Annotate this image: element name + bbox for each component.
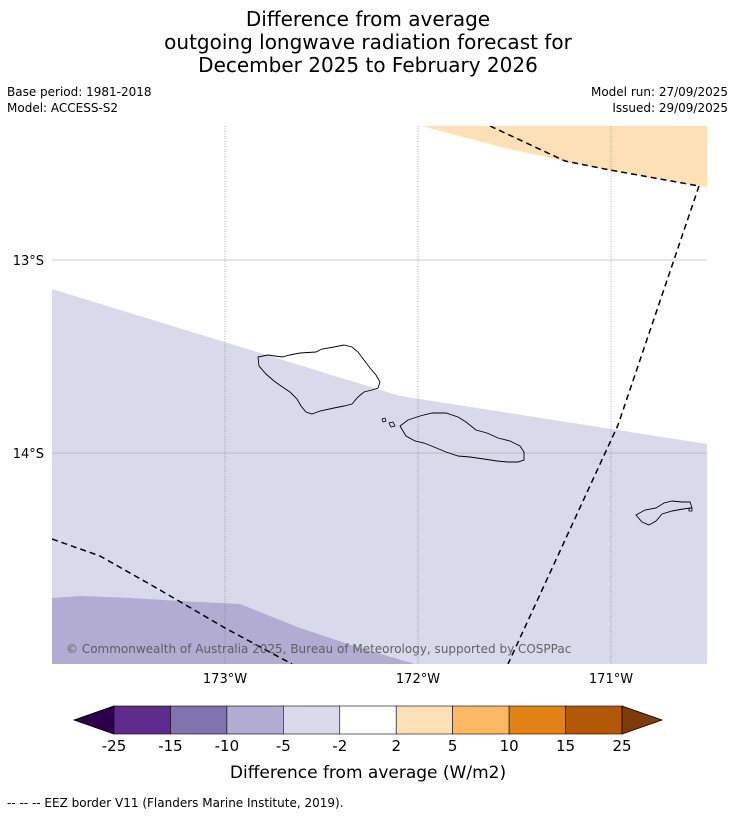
colorbar-segment-3 — [283, 705, 341, 735]
eez-border-north — [489, 126, 700, 187]
lat-label-14s: 14°S — [13, 447, 44, 462]
lon-label-171w: 171°W — [589, 672, 633, 687]
colorbar-segment-7 — [508, 705, 566, 735]
colorbar-extend-low — [72, 705, 115, 735]
colorbar-segment-5 — [395, 705, 453, 735]
colorbar-extend-high — [621, 705, 664, 735]
island-manono — [388, 421, 396, 428]
lon-label-172w: 172°W — [396, 672, 440, 687]
map-area: © Commonwealth of Australia 2025, Bureau… — [52, 126, 707, 664]
colorbar-segment-0 — [113, 705, 171, 735]
colorbar-tick-0: -25 — [102, 737, 127, 755]
model-name: Model: ACCESS-S2 — [7, 101, 119, 115]
colorbar-tick-1: -15 — [158, 737, 183, 755]
colorbar-segment-4 — [339, 705, 397, 735]
colorbar-tick-6: 5 — [448, 737, 458, 755]
island-apolima — [381, 417, 387, 423]
colorbar-segment-8 — [565, 705, 623, 735]
title-line-3: December 2025 to February 2026 — [198, 53, 538, 77]
island-aunuu — [688, 507, 693, 512]
colorbar-tick-7: 10 — [500, 737, 519, 755]
copyright-notice: © Commonwealth of Australia 2025, Bureau… — [66, 642, 571, 656]
colorbar-segment-6 — [452, 705, 510, 735]
meta-left: Base period: 1981-2018 Model: ACCESS-S2 — [7, 84, 152, 116]
colorbar-tick-4: -2 — [332, 737, 347, 755]
title-line-1: Difference from average — [245, 7, 491, 31]
lon-label-173w: 173°W — [203, 672, 247, 687]
colorbar-label: Difference from average (W/m2) — [230, 763, 506, 783]
region-light-negative-anomaly — [52, 289, 707, 664]
title-line-2: outgoing longwave radiation forecast for — [164, 30, 572, 54]
colorbar: -25 -15 -10 -5 -2 2 5 10 15 25 — [72, 705, 664, 755]
island-savaii — [257, 344, 381, 415]
meta-right: Model run: 27/09/2025 Issued: 29/09/2025 — [591, 84, 728, 116]
lat-label-13s: 13°S — [13, 254, 44, 269]
colorbar-tick-2: -10 — [215, 737, 240, 755]
region-positive-anomaly — [422, 126, 707, 187]
colorbar-segment-1 — [170, 705, 228, 735]
colorbar-tick-9: 25 — [612, 737, 631, 755]
eez-border-southwest — [52, 538, 293, 664]
map-title: Difference from average outgoing longwav… — [0, 8, 736, 77]
eez-legend: -- -- -- EEZ border V11 (Flanders Marine… — [7, 796, 344, 810]
colorbar-segment-2 — [226, 705, 284, 735]
colorbar-tick-5: 2 — [391, 737, 401, 755]
colorbar-tick-3: -5 — [276, 737, 291, 755]
model-run: Model run: 27/09/2025 — [590, 85, 728, 99]
colorbar-tick-8: 15 — [556, 737, 575, 755]
island-upolu — [399, 412, 525, 463]
issued-date: Issued: 29/09/2025 — [612, 101, 728, 115]
eez-border-east — [507, 185, 700, 664]
region-moderate-negative-anomaly — [52, 596, 415, 664]
base-period: Base period: 1981-2018 — [7, 85, 152, 99]
